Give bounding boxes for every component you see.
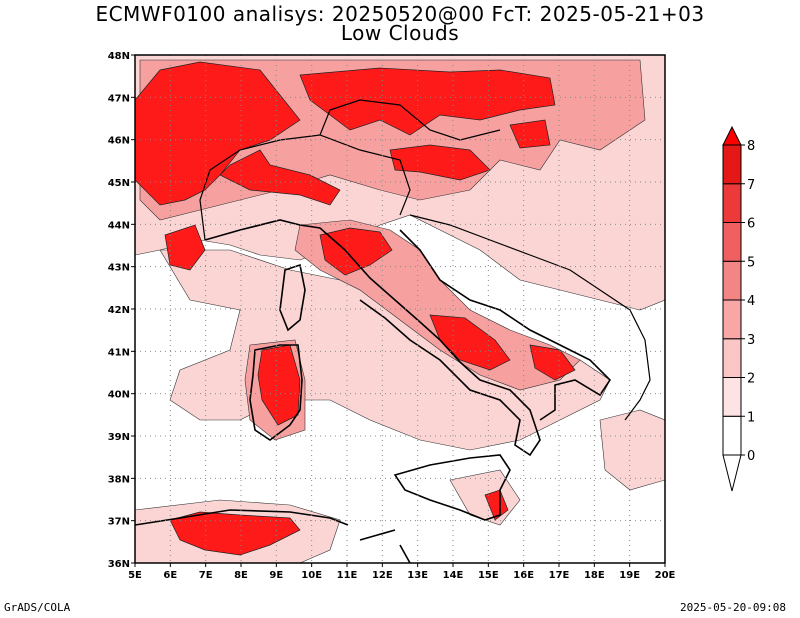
lon-tick-label: 17E — [549, 570, 570, 581]
footer-software: GrADS/COLA — [4, 601, 71, 614]
colorbar-tick-label: 7 — [747, 178, 755, 193]
lat-tick-label: 38N — [108, 474, 130, 485]
latitude-axis: 48N 47N 46N 45N 44N 43N 42N 41N 40N 39N 38N 37N 36N — [108, 51, 135, 570]
lon-tick-label: 12E — [372, 570, 393, 581]
colorbar-segment — [722, 338, 742, 378]
map-grid — [135, 55, 665, 563]
colorbar-tick-label: 2 — [747, 372, 755, 387]
lat-tick-label: 46N — [108, 136, 130, 147]
lon-tick-label: 10E — [301, 570, 322, 581]
colorbar-min-arrow — [722, 454, 742, 492]
lon-tick-label: 5E — [128, 570, 142, 581]
colorbar-tick-label: 8 — [747, 139, 755, 154]
coastline-sardinia — [249, 344, 303, 441]
colorbar-segment — [722, 299, 742, 340]
cloud-level-8-alps-east — [299, 67, 556, 136]
lon-tick-label: 14E — [443, 570, 464, 581]
coastline-corsica — [279, 263, 306, 332]
lat-tick-label: 36N — [108, 559, 130, 570]
lat-tick-label: 43N — [108, 263, 130, 274]
colorbar-tick-label: 3 — [747, 333, 755, 348]
coastline-north-africa — [135, 509, 411, 563]
colorbar-max-arrow — [722, 125, 742, 146]
footer-timestamp: 2025-05-20-09:08 — [680, 601, 786, 614]
lat-tick-label: 44N — [108, 220, 130, 231]
colorbar-tick-label: 6 — [747, 217, 755, 232]
colorbar-segment — [722, 222, 742, 262]
colorbar-tick-label: 1 — [747, 410, 755, 425]
cloud-level-8-calabria — [484, 489, 509, 521]
cloud-level-8-east-alps — [509, 119, 551, 149]
lat-tick-label: 40N — [108, 390, 130, 401]
lat-tick-label: 41N — [108, 347, 130, 358]
lat-tick-label: 45N — [108, 178, 130, 189]
colorbar-segment — [722, 415, 742, 456]
cloud-level-8-veneto — [389, 144, 491, 181]
colorbar-segment — [722, 183, 742, 223]
coastline-sicily — [393, 454, 511, 521]
lon-tick-label: 13E — [407, 570, 428, 581]
cloud-level-8-ligurian — [164, 224, 206, 271]
colorbar-tick-label: 0 — [747, 449, 755, 464]
colorbar-segment — [722, 260, 742, 301]
lon-tick-label: 9E — [269, 570, 283, 581]
colorbar-segment — [722, 144, 742, 185]
map-title: ECMWF0100 analisys: 20250520@00 FcT: 202… — [95, 2, 705, 26]
colorbar-segment — [722, 377, 742, 417]
lon-tick-label: 6E — [163, 570, 177, 581]
lat-tick-label: 47N — [108, 93, 130, 104]
lon-tick-label: 15E — [478, 570, 499, 581]
lon-tick-label: 18E — [584, 570, 605, 581]
coastline-italy — [204, 219, 612, 457]
lon-tick-label: 16E — [513, 570, 534, 581]
lat-tick-label: 42N — [108, 305, 130, 316]
lat-tick-label: 39N — [108, 432, 130, 443]
colorbar-tick-label: 4 — [747, 294, 755, 309]
cloud-level-8-tuscany — [319, 227, 393, 276]
cloud-level-8-alps-west — [135, 61, 341, 206]
lon-tick-label: 20E — [655, 570, 676, 581]
map-subtitle: Low Clouds — [340, 21, 460, 45]
coastline-balkans — [409, 214, 651, 421]
cloud-level-1-east — [599, 409, 665, 491]
lon-tick-label: 19E — [619, 570, 640, 581]
lon-tick-label: 7E — [199, 570, 213, 581]
longitude-axis: 5E 6E 7E 8E 9E 10E 11E 12E 13E 14E 15E 16E 17E 18E 19E… — [128, 563, 676, 581]
cloud-level-8-basilicata — [529, 344, 576, 381]
lon-tick-label: 8E — [234, 570, 248, 581]
lat-tick-label: 48N — [108, 51, 130, 62]
cloud-level-8-algeria — [169, 511, 301, 556]
lat-tick-label: 37N — [108, 517, 130, 528]
colorbar-tick-label: 5 — [747, 255, 755, 270]
cloud-level-8-sardinia — [257, 344, 301, 426]
colorbar: 0 1 2 3 4 5 6 7 8 — [722, 125, 755, 492]
lon-tick-label: 11E — [337, 570, 358, 581]
